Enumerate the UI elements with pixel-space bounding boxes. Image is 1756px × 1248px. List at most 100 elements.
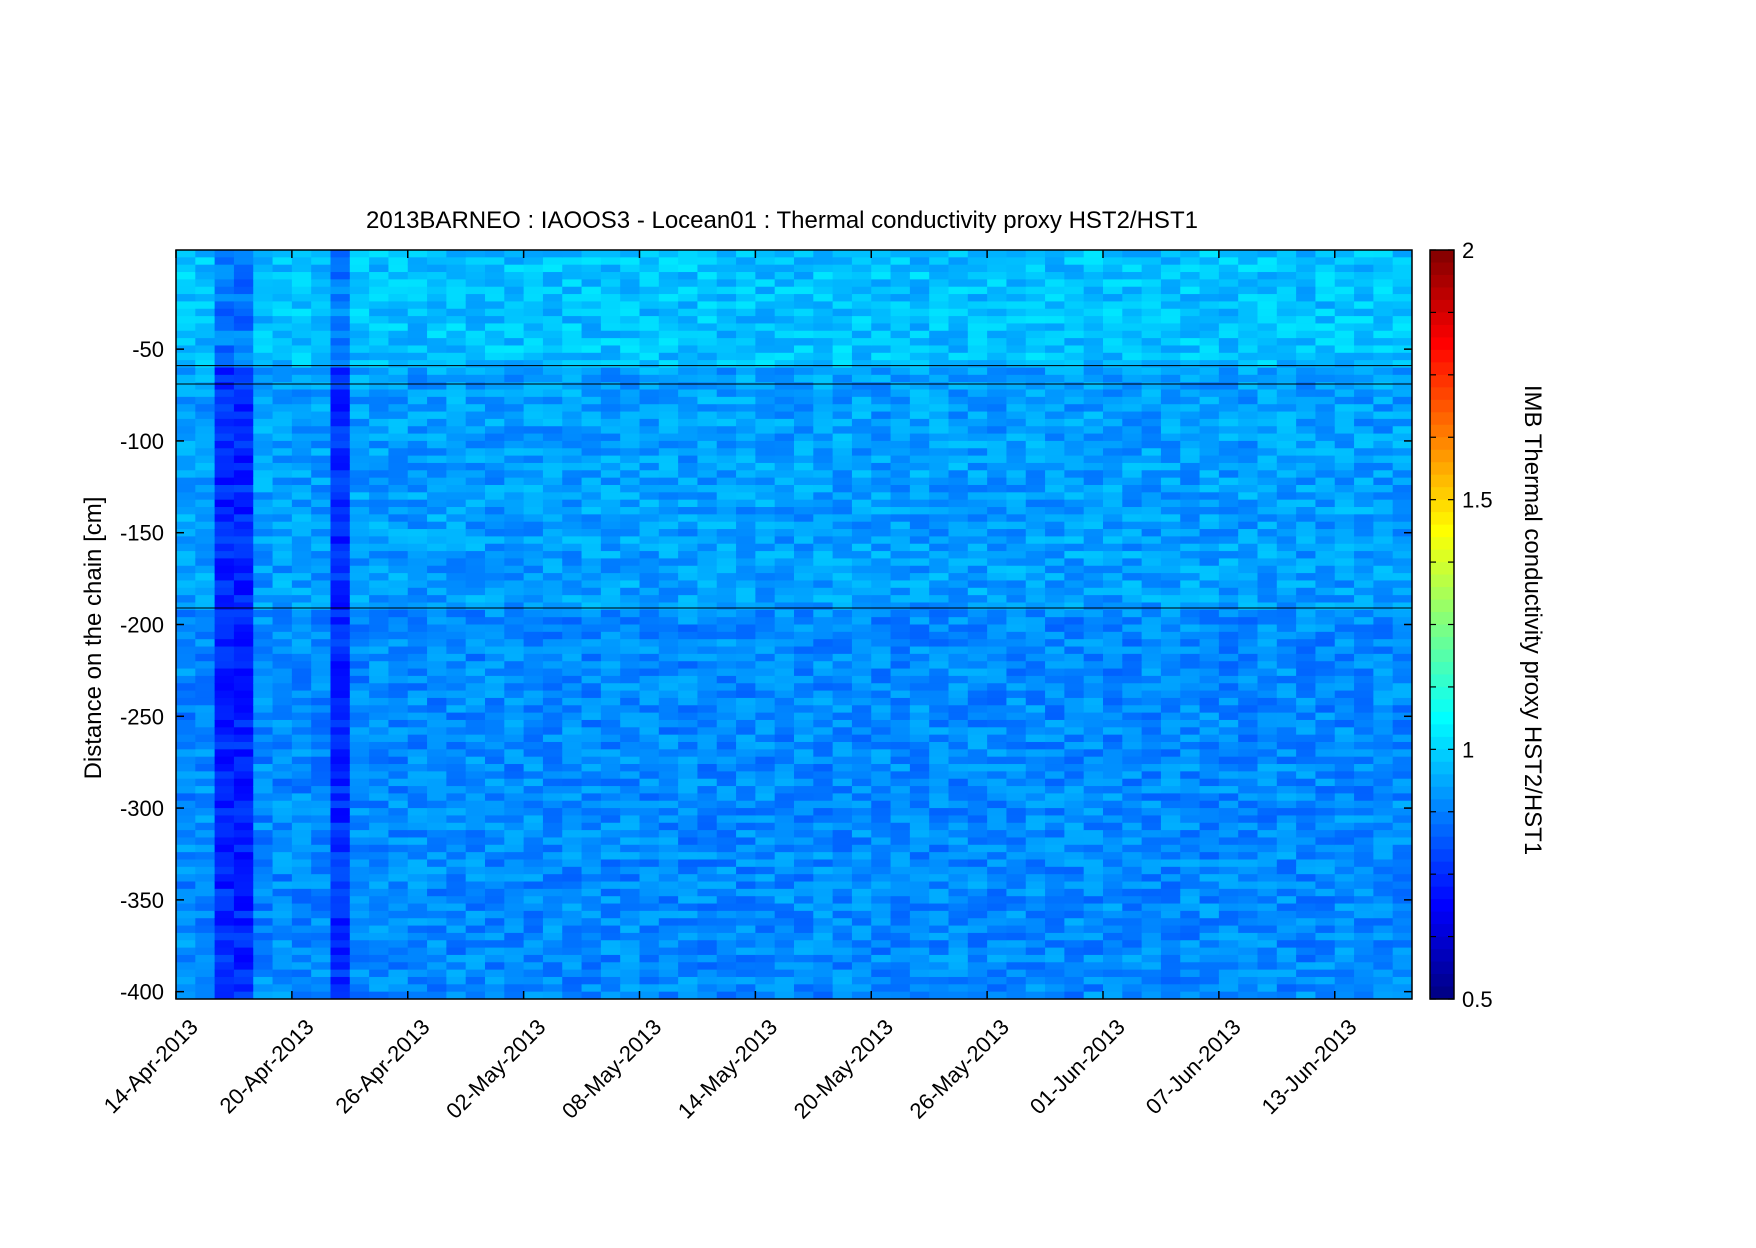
heatmap-cell	[1103, 962, 1123, 971]
heatmap-cell	[427, 418, 447, 427]
heatmap-cell	[465, 764, 486, 772]
heatmap-cell	[871, 257, 892, 266]
heatmap-cell	[272, 352, 293, 361]
heatmap-cell	[890, 499, 911, 508]
heatmap-cell	[504, 609, 525, 618]
heatmap-cell	[909, 536, 930, 545]
heatmap-cell	[446, 940, 467, 949]
heatmap-cell	[716, 404, 737, 413]
heatmap-cell	[311, 543, 332, 552]
heatmap-cell	[1045, 786, 1065, 794]
heatmap-cell	[716, 830, 737, 839]
heatmap-cell	[600, 690, 621, 699]
heatmap-cell	[697, 631, 718, 640]
heatmap-cell	[176, 352, 196, 361]
heatmap-cell	[272, 734, 293, 743]
heatmap-cell	[581, 631, 602, 640]
heatmap-cell	[465, 360, 486, 369]
heatmap-cell	[214, 830, 235, 839]
heatmap-cell	[1006, 396, 1027, 405]
heatmap-cell	[948, 859, 969, 868]
heatmap-cell	[272, 690, 293, 699]
heatmap-cell	[697, 367, 718, 376]
heatmap-cell	[214, 947, 235, 956]
heatmap-cell	[176, 609, 196, 618]
heatmap-cell	[794, 954, 814, 963]
heatmap-cell	[311, 595, 332, 604]
heatmap-cell	[1083, 587, 1104, 596]
heatmap-cell	[929, 360, 950, 369]
heatmap-cell	[330, 954, 351, 963]
heatmap-cell	[427, 374, 447, 383]
heatmap-cell	[176, 470, 196, 479]
heatmap-cell	[485, 859, 505, 868]
heatmap-cell	[214, 808, 235, 817]
heatmap-cell	[1083, 830, 1104, 839]
heatmap-cell	[542, 521, 563, 530]
heatmap-cell	[233, 786, 254, 794]
heatmap-cell	[195, 301, 216, 310]
heatmap-cell	[1045, 279, 1065, 288]
heatmap-cell	[291, 558, 312, 567]
heatmap-cell	[678, 587, 699, 596]
heatmap-cell	[1025, 697, 1046, 706]
heatmap-cell	[214, 675, 235, 684]
heatmap-cell	[851, 969, 872, 978]
heatmap-cell	[948, 462, 969, 471]
heatmap-cell	[446, 418, 467, 427]
heatmap-cell	[1064, 507, 1085, 515]
heatmap-cell	[716, 536, 737, 545]
heatmap-cell	[697, 940, 718, 949]
heatmap-cell	[1083, 631, 1104, 640]
heatmap-cell	[291, 617, 312, 626]
heatmap-cell	[1006, 712, 1027, 721]
heatmap-cell	[214, 705, 235, 714]
heatmap-cell	[1025, 896, 1046, 905]
heatmap-cell	[832, 316, 853, 325]
heatmap-cell	[465, 294, 486, 302]
heatmap-cell	[1083, 565, 1104, 574]
heatmap-cell	[504, 771, 525, 780]
heatmap-cell	[272, 675, 293, 684]
heatmap-cell	[639, 624, 660, 633]
heatmap-cell	[349, 954, 370, 963]
heatmap-cell	[485, 367, 505, 376]
heatmap-cell	[755, 587, 776, 596]
heatmap-cell	[909, 352, 930, 361]
heatmap-cell	[1006, 830, 1027, 839]
heatmap-cell	[1064, 646, 1085, 655]
heatmap-cell	[1103, 852, 1123, 861]
heatmap-cell	[562, 367, 583, 376]
heatmap-cell	[272, 426, 293, 435]
heatmap-cell	[1103, 294, 1123, 302]
heatmap-cell	[523, 286, 544, 295]
heatmap-cell	[427, 477, 447, 486]
heatmap-cell	[542, 587, 563, 596]
heatmap-cell	[581, 808, 602, 817]
heatmap-cell	[176, 338, 196, 347]
heatmap-cell	[851, 771, 872, 780]
heatmap-cell	[388, 374, 409, 383]
heatmap-cell	[330, 272, 351, 280]
heatmap-cell	[716, 896, 737, 905]
heatmap-cell	[523, 690, 544, 699]
heatmap-cell	[909, 330, 930, 339]
heatmap-cell	[929, 587, 950, 596]
heatmap-cell	[678, 668, 699, 677]
heatmap-cell	[832, 778, 853, 787]
heatmap-cell	[948, 852, 969, 861]
heatmap-cell	[562, 580, 583, 589]
heatmap-cell	[1064, 352, 1085, 361]
heatmap-cell	[272, 859, 293, 868]
heatmap-cell	[446, 580, 467, 589]
heatmap-cell	[369, 918, 390, 927]
heatmap-cell	[465, 852, 486, 861]
heatmap-cell	[1025, 639, 1046, 648]
heatmap-cell	[948, 448, 969, 457]
heatmap-cell	[967, 631, 988, 640]
heatmap-cell	[1045, 675, 1065, 684]
heatmap-cell	[600, 301, 621, 310]
heatmap-cell	[987, 991, 1008, 999]
heatmap-cell	[176, 316, 196, 325]
heatmap-cell	[736, 316, 756, 325]
